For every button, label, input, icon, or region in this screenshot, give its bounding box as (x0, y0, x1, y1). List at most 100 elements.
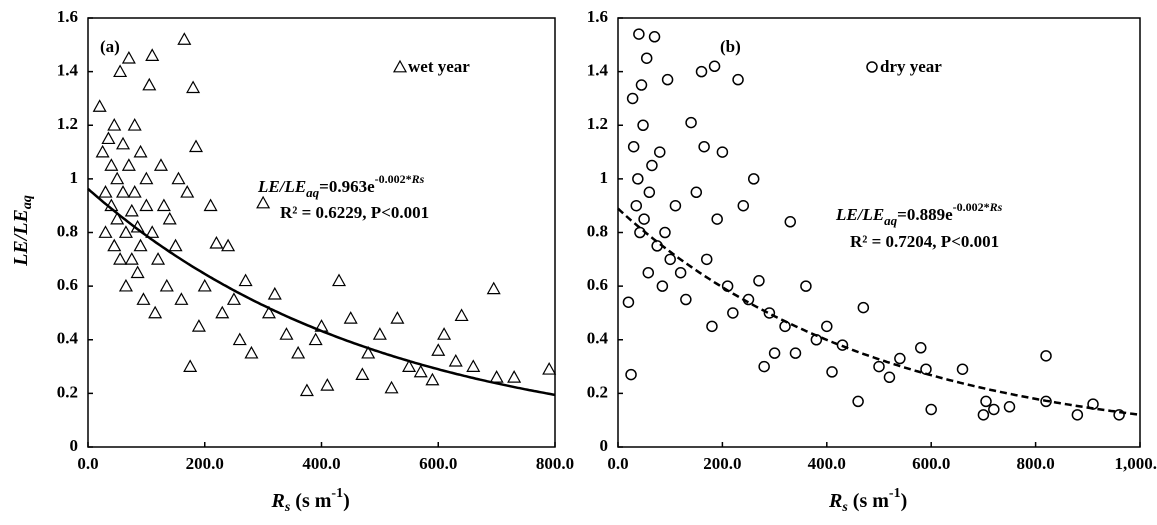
point (116, 185, 131, 198)
point (121, 158, 136, 171)
point (810, 334, 823, 346)
y-tick-label: 0.4 (57, 329, 79, 348)
point (637, 119, 649, 131)
point (162, 211, 177, 225)
point (1087, 398, 1099, 410)
point (622, 296, 635, 308)
point (355, 367, 370, 381)
x-tick-label: 400.0 (808, 454, 846, 473)
point (821, 320, 833, 333)
point (299, 383, 314, 397)
point (107, 238, 122, 252)
x-tick-label: 800.0 (536, 454, 574, 473)
legend-marker (866, 61, 878, 73)
plot-frame (87, 17, 556, 448)
point (640, 52, 653, 64)
point (215, 305, 230, 319)
point (883, 371, 896, 384)
y-tick-label: 1.2 (57, 114, 78, 133)
point (1040, 395, 1052, 408)
point (104, 198, 119, 212)
point (716, 146, 729, 158)
point (784, 216, 797, 228)
text-part: (s m (848, 490, 889, 512)
y-tick-label: 0.4 (587, 329, 609, 348)
text-part: ) (901, 490, 908, 512)
point (145, 48, 160, 61)
x-tick-label: 0.0 (607, 454, 628, 473)
point (925, 403, 937, 416)
point (113, 252, 128, 265)
text-part: s (284, 500, 291, 515)
point (852, 395, 864, 408)
point (110, 211, 125, 225)
equation: LE/LEaq=0.963e-0.002*Rs (257, 172, 425, 200)
point (343, 311, 358, 324)
x-tick-label: 800.0 (1016, 454, 1054, 473)
point (267, 286, 282, 300)
point (486, 281, 501, 295)
point (633, 28, 645, 40)
point (654, 146, 666, 158)
point (437, 327, 452, 340)
point (711, 213, 723, 225)
point (737, 199, 750, 212)
point (1071, 409, 1084, 421)
point (390, 311, 405, 324)
point (454, 308, 469, 322)
point (136, 292, 151, 305)
point (1113, 409, 1125, 421)
point (98, 225, 113, 238)
point (107, 118, 122, 131)
point (121, 50, 136, 64)
y-tick-label: 0.2 (57, 382, 78, 401)
point (151, 252, 166, 265)
point (763, 307, 776, 319)
point (308, 332, 323, 346)
text-part: -0.002* (953, 200, 990, 214)
point (625, 368, 637, 381)
point (425, 372, 440, 386)
point (244, 345, 259, 359)
point (448, 353, 463, 367)
y-tick-label: 1.2 (587, 114, 608, 133)
point (646, 159, 658, 172)
x-tick-label: 200.0 (703, 454, 741, 473)
text-part: (s m (290, 490, 331, 512)
y-tick-label: 0 (70, 436, 79, 455)
point (279, 327, 294, 340)
y-axis-label: LE/LEaq (10, 195, 36, 267)
point (127, 185, 142, 198)
point (747, 173, 760, 185)
y-tick-label: 0.8 (57, 221, 78, 240)
point (320, 378, 335, 391)
point (124, 252, 139, 265)
text-part: =0.889e (897, 205, 953, 224)
point (542, 362, 557, 375)
x-axis-label: Rs (s m-1) (828, 486, 907, 515)
point (894, 352, 906, 365)
point (708, 60, 721, 73)
point (630, 199, 643, 212)
point (638, 213, 650, 225)
point (857, 301, 870, 314)
text-part: -1 (331, 486, 343, 501)
text-part: LE/LE (10, 209, 32, 267)
y-tick-label: 0.6 (587, 275, 608, 294)
text-part: s (841, 500, 848, 515)
point (659, 226, 671, 239)
y-tick-label: 1 (600, 168, 609, 187)
y-tick-label: 1 (70, 168, 79, 187)
r-squared: R² = 0.6229, P<0.001 (280, 203, 429, 222)
point (680, 293, 692, 306)
point (98, 185, 113, 198)
point (180, 185, 195, 198)
point (331, 273, 347, 287)
x-tick-label: 200.0 (186, 454, 224, 473)
text-part: R (271, 490, 285, 512)
panel-label: (a) (100, 37, 120, 56)
point (159, 278, 174, 292)
point (261, 305, 276, 319)
text-part: aq (884, 213, 898, 228)
